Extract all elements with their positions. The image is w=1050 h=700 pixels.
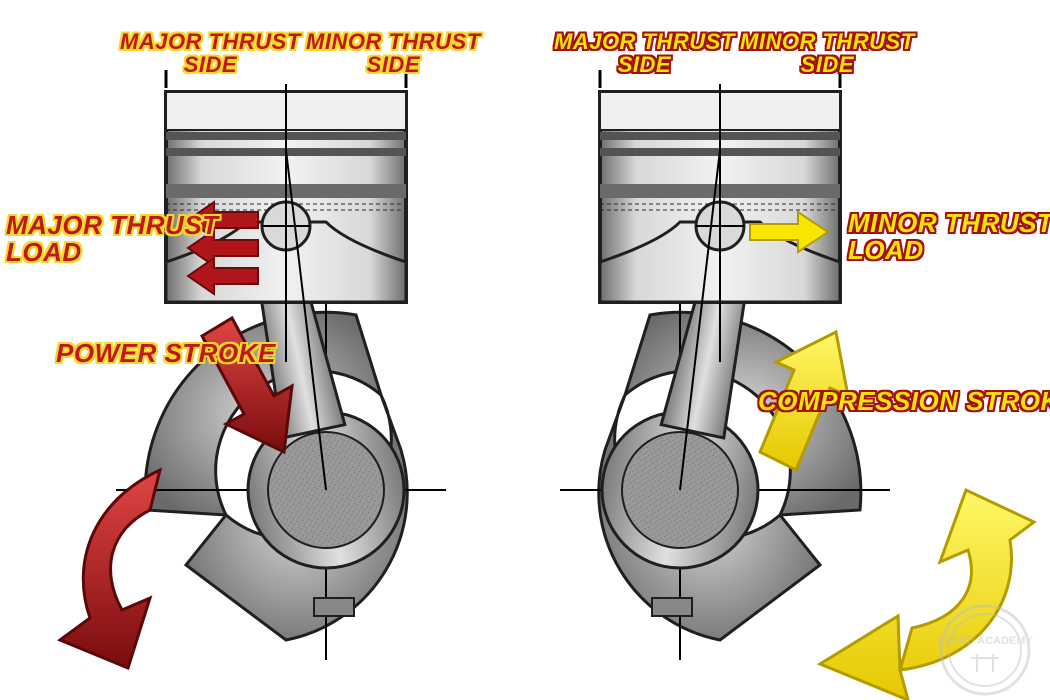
watermark-line1: SPEED ACADEMY — [937, 635, 1033, 647]
right-assembly — [560, 70, 1034, 700]
compression-stroke-label: COMPRESSION STROKE — [758, 388, 1050, 415]
power-stroke-label: POWER STROKE — [56, 340, 276, 367]
minor-thrust-load-label: MINOR THRUST LOAD — [848, 210, 1050, 265]
left-rotation-arrow — [60, 470, 160, 668]
left-major-side-label: MAJOR THRUST SIDE — [120, 30, 301, 76]
major-thrust-load-label: MAJOR THRUST LOAD — [6, 212, 219, 267]
left-minor-side-label: MINOR THRUST SIDE — [306, 30, 481, 76]
right-rotation-arrow — [820, 490, 1034, 700]
left-assembly — [60, 70, 446, 668]
right-major-side-label: MAJOR THRUST SIDE — [554, 30, 735, 76]
right-minor-side-label: MINOR THRUST SIDE — [740, 30, 915, 76]
